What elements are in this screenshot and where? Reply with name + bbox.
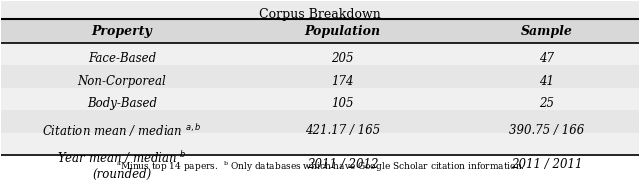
- Text: 390.75 / 166: 390.75 / 166: [509, 124, 584, 137]
- Text: 25: 25: [540, 98, 554, 111]
- Text: Non-Corporeal: Non-Corporeal: [77, 75, 166, 88]
- Bar: [1, 1, 639, 19]
- Text: Year mean / median $^{b}$
(rounded): Year mean / median $^{b}$ (rounded): [57, 149, 187, 181]
- Text: Body-Based: Body-Based: [87, 98, 157, 111]
- Text: Face-Based: Face-Based: [88, 52, 156, 65]
- Bar: [1, 43, 639, 66]
- Text: Property: Property: [92, 25, 152, 38]
- Bar: [1, 88, 639, 110]
- Text: Corpus Breakdown: Corpus Breakdown: [259, 8, 381, 21]
- Text: 41: 41: [540, 75, 554, 88]
- Text: $\mathregular{^{a}}$Minus top 14 papers.  $\mathregular{^{b}}$ Only databases wh: $\mathregular{^{a}}$Minus top 14 papers.…: [116, 159, 524, 174]
- Text: 421.17 / 165: 421.17 / 165: [305, 124, 380, 137]
- Bar: [1, 66, 639, 88]
- Text: 105: 105: [331, 98, 354, 111]
- Bar: [1, 19, 639, 43]
- Text: 174: 174: [331, 75, 354, 88]
- Text: 47: 47: [540, 52, 554, 65]
- Bar: [1, 133, 639, 155]
- Text: 2011 / 2012: 2011 / 2012: [307, 158, 378, 171]
- Text: Population: Population: [304, 25, 380, 38]
- Text: Sample: Sample: [521, 25, 573, 38]
- Text: 205: 205: [331, 52, 354, 65]
- Bar: [1, 110, 639, 133]
- Text: 2011 / 2011: 2011 / 2011: [511, 158, 582, 171]
- Text: Citation mean / median $^{a,b}$: Citation mean / median $^{a,b}$: [42, 122, 202, 139]
